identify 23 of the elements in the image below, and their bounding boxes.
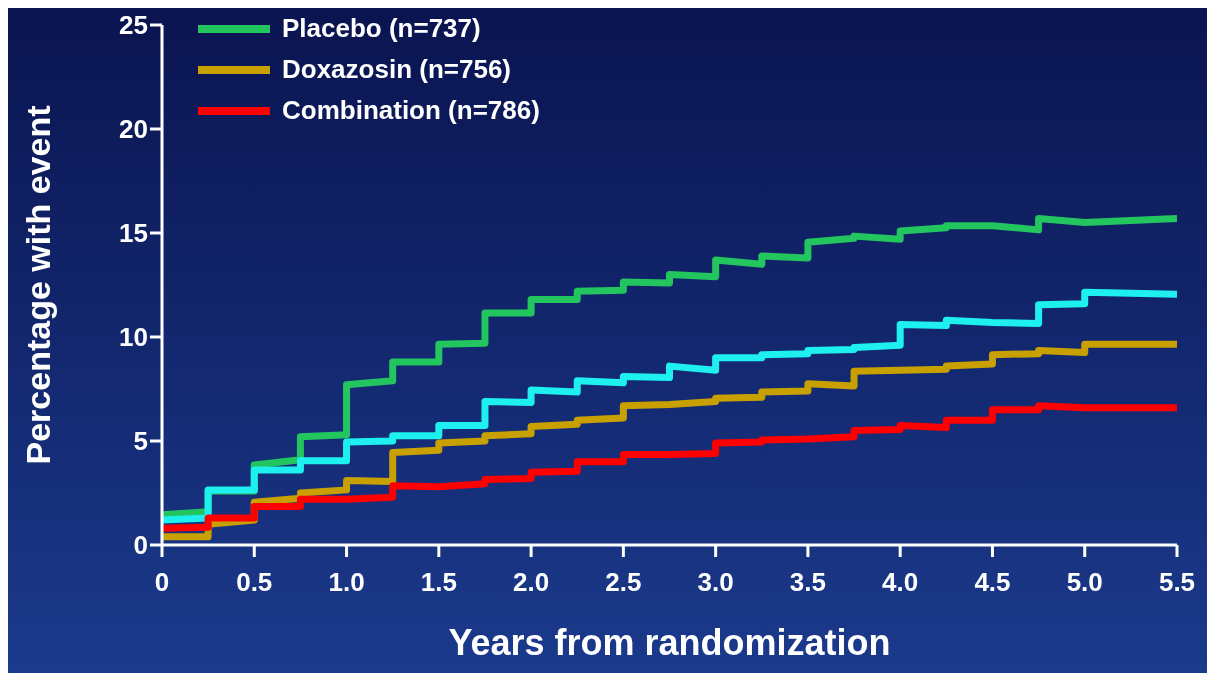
- x-tick-label: 4.5: [974, 567, 1011, 598]
- y-tick-label: 5: [133, 426, 148, 457]
- x-tick-label: 5.5: [1158, 567, 1196, 598]
- y-tick-label: 20: [119, 114, 148, 145]
- x-tick-label: 0: [154, 567, 170, 598]
- x-tick-label: 1.0: [328, 567, 365, 598]
- x-tick-label: 4.0: [882, 567, 919, 598]
- legend-label: Combination (n=786): [282, 95, 540, 126]
- y-axis-title: Percentage with event: [19, 105, 58, 465]
- y-tick-label: 0: [133, 530, 148, 561]
- y-tick-label: 10: [119, 322, 148, 353]
- y-tick-label: 15: [119, 218, 148, 249]
- x-tick-label: 3.5: [789, 567, 826, 598]
- x-axis-title: Years from randomization: [448, 622, 891, 663]
- x-tick-label: 2.0: [513, 567, 550, 598]
- x-tick-label: 2.5: [605, 567, 642, 598]
- y-tick-label: 25: [119, 10, 148, 41]
- legend-label: Doxazosin (n=756): [282, 54, 512, 85]
- x-tick-label: 3.0: [697, 567, 734, 598]
- x-tick-label: 5.0: [1066, 567, 1103, 598]
- x-tick-label: 1.5: [420, 567, 457, 598]
- legend-label: Placebo (n=737): [282, 13, 481, 44]
- x-tick-label: 0.5: [236, 567, 273, 598]
